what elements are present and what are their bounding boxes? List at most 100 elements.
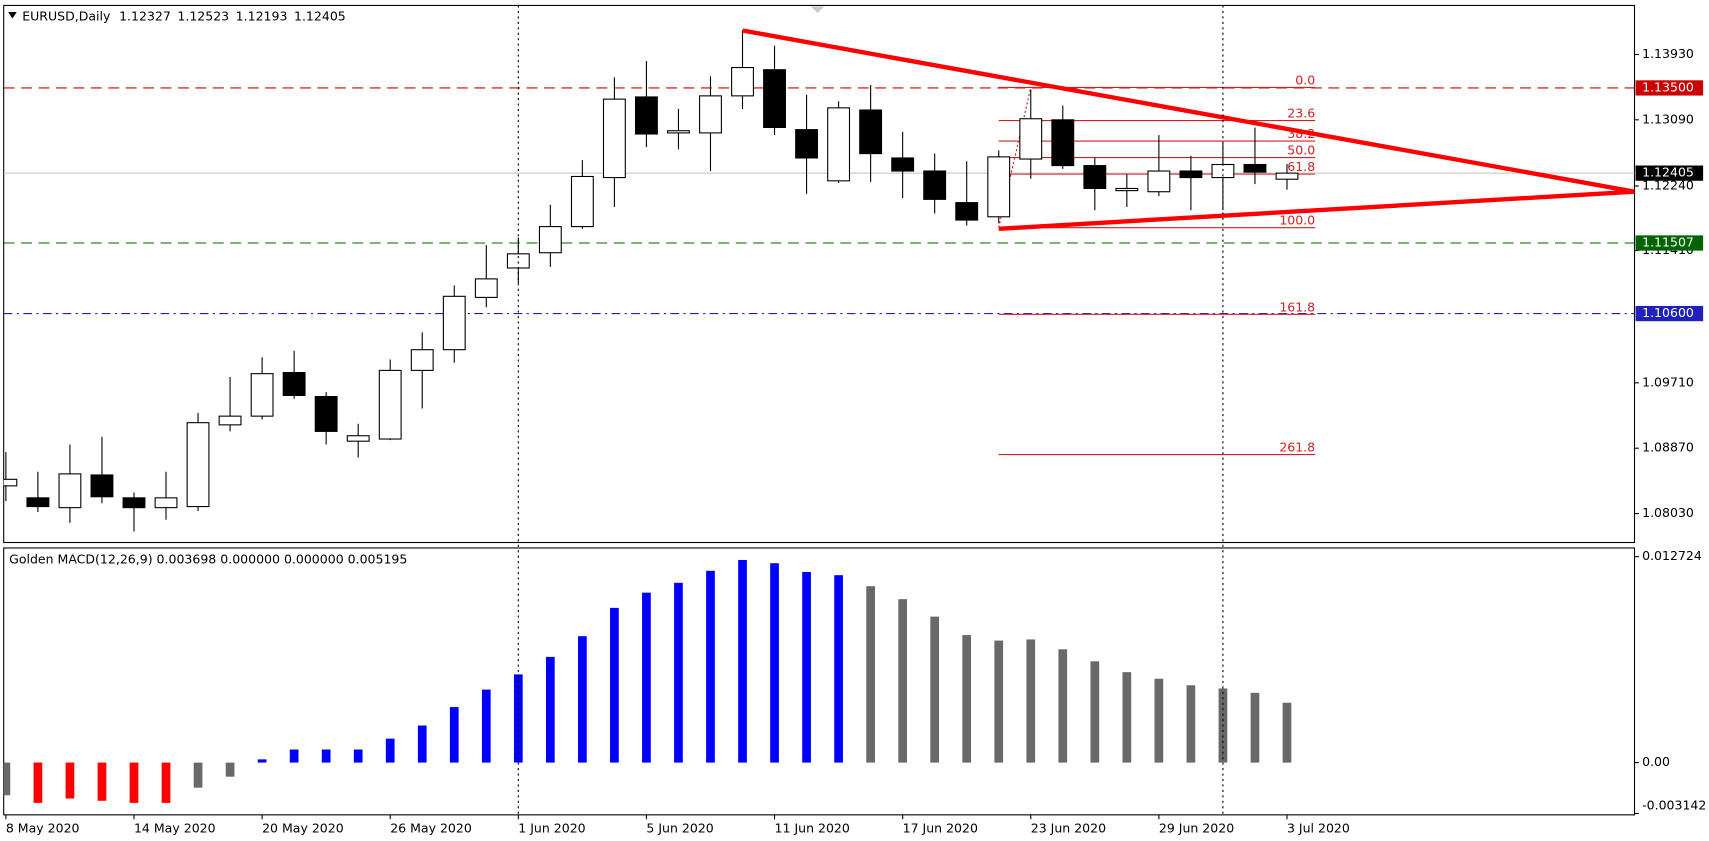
header-open: 1.12327 xyxy=(119,8,171,23)
candle-body xyxy=(90,474,114,498)
histogram-bar xyxy=(642,592,651,763)
histogram-bar xyxy=(930,616,940,763)
candle-body xyxy=(602,98,626,179)
candle-body xyxy=(442,295,466,351)
candle-body xyxy=(570,175,594,228)
histogram-bar xyxy=(1026,639,1036,763)
candle-body xyxy=(1275,172,1299,180)
x-tick-label: 26 May 2020 xyxy=(390,821,472,836)
candle-body xyxy=(26,497,50,508)
trendline xyxy=(998,189,1635,231)
histogram-bar xyxy=(866,586,875,763)
histogram-bar xyxy=(610,607,619,763)
level-price-box xyxy=(1635,305,1704,322)
histogram-bar xyxy=(674,582,683,763)
x-tick-label: 29 Jun 2020 xyxy=(1159,821,1234,836)
macd-panel-frame xyxy=(3,547,1636,816)
candle-body xyxy=(1179,170,1203,179)
y-tick-label: 0.00 xyxy=(1642,754,1670,769)
histogram-bar xyxy=(3,762,11,796)
candle-body xyxy=(1243,163,1267,173)
candle-body xyxy=(378,369,402,440)
x-tick-label: 5 Jun 2020 xyxy=(646,821,713,836)
candle-body xyxy=(3,478,18,487)
histogram-bar xyxy=(97,762,107,801)
histogram-bar xyxy=(898,599,908,763)
histogram-bar xyxy=(738,559,747,763)
candle-body xyxy=(218,415,242,426)
header-low: 1.12193 xyxy=(236,8,288,23)
candle-body xyxy=(474,278,498,298)
symbol-title: EURUSD,Daily xyxy=(22,8,111,23)
candle-body xyxy=(923,170,947,200)
candle-body xyxy=(1019,118,1043,160)
histogram-bar xyxy=(449,707,459,763)
histogram-bar xyxy=(321,749,331,763)
candle-body xyxy=(282,372,306,396)
histogram-bar xyxy=(1058,649,1068,763)
header-high: 1.12523 xyxy=(177,8,229,23)
histogram-bar xyxy=(706,570,715,763)
candle-body xyxy=(731,66,754,97)
x-tick-label: 1 Jun 2020 xyxy=(518,821,585,836)
fib-label: 61.8 xyxy=(1287,159,1315,174)
candle-body xyxy=(58,473,82,509)
x-tick-label: 8 May 2020 xyxy=(6,821,80,836)
candle-body xyxy=(987,156,1011,218)
chart-header: EURUSD,Daily 1.12327 1.12523 1.12193 1.12405 xyxy=(22,8,346,23)
candle-body xyxy=(250,373,274,417)
y-tick-label: 1.13090 xyxy=(1642,111,1694,126)
histogram-bar xyxy=(578,636,587,763)
histogram-bar xyxy=(994,640,1004,763)
y-tick-label: 1.09710 xyxy=(1642,374,1694,389)
shift-marker xyxy=(810,6,824,14)
histogram-bar xyxy=(481,689,491,763)
fib-label: 0.0 xyxy=(1295,72,1315,87)
fib-label: 261.8 xyxy=(1279,440,1315,455)
y-tick-label: 1.08870 xyxy=(1642,440,1694,455)
histogram-bar xyxy=(385,738,395,763)
histogram-bar xyxy=(1154,678,1164,763)
level-price-label: 1.13500 xyxy=(1642,79,1694,94)
x-tick-label: 23 Jun 2020 xyxy=(1031,821,1106,836)
histogram-bar xyxy=(129,762,139,803)
histogram-bar xyxy=(1122,672,1132,763)
histogram-bar xyxy=(834,575,843,763)
histogram-bar xyxy=(1250,692,1260,763)
candle-body xyxy=(955,202,979,221)
candle-body xyxy=(314,395,338,432)
candle-body xyxy=(795,129,819,159)
fib-label: 100.0 xyxy=(1279,213,1315,228)
fib-label: 161.8 xyxy=(1279,299,1315,314)
histogram-bar xyxy=(802,571,811,763)
candle-body xyxy=(891,157,915,172)
y-tick-label: 1.08030 xyxy=(1642,505,1694,520)
current-price-label: 1.12405 xyxy=(1642,165,1694,180)
candle-body xyxy=(1051,119,1075,167)
histogram-bar xyxy=(1186,685,1196,763)
candle-body xyxy=(122,497,146,509)
x-tick-label: 11 Jun 2020 xyxy=(775,821,850,836)
current-price-box xyxy=(1635,165,1704,181)
candle-body xyxy=(667,130,690,134)
y-tick-label: 0.012724 xyxy=(1642,548,1702,563)
histogram-bar xyxy=(225,762,235,777)
histogram-bar xyxy=(193,762,203,788)
header-close: 1.12405 xyxy=(294,8,346,23)
histogram-bar xyxy=(1282,702,1292,763)
level-price-label: 1.11507 xyxy=(1642,235,1694,250)
histogram-bar xyxy=(417,725,427,763)
histogram-bar xyxy=(33,762,43,803)
level-price-label: 1.10600 xyxy=(1642,305,1694,320)
candle-body xyxy=(699,95,722,134)
histogram-bar xyxy=(770,563,779,763)
level-price-box xyxy=(1635,235,1704,251)
histogram-bar xyxy=(513,674,523,763)
axes: 1.139301.130901.122401.114101.097101.088… xyxy=(5,5,1706,836)
x-tick-label: 3 Jul 2020 xyxy=(1287,821,1350,836)
x-tick-label: 17 Jun 2020 xyxy=(903,821,978,836)
candle-body xyxy=(186,422,210,508)
histogram-bar xyxy=(545,656,555,763)
